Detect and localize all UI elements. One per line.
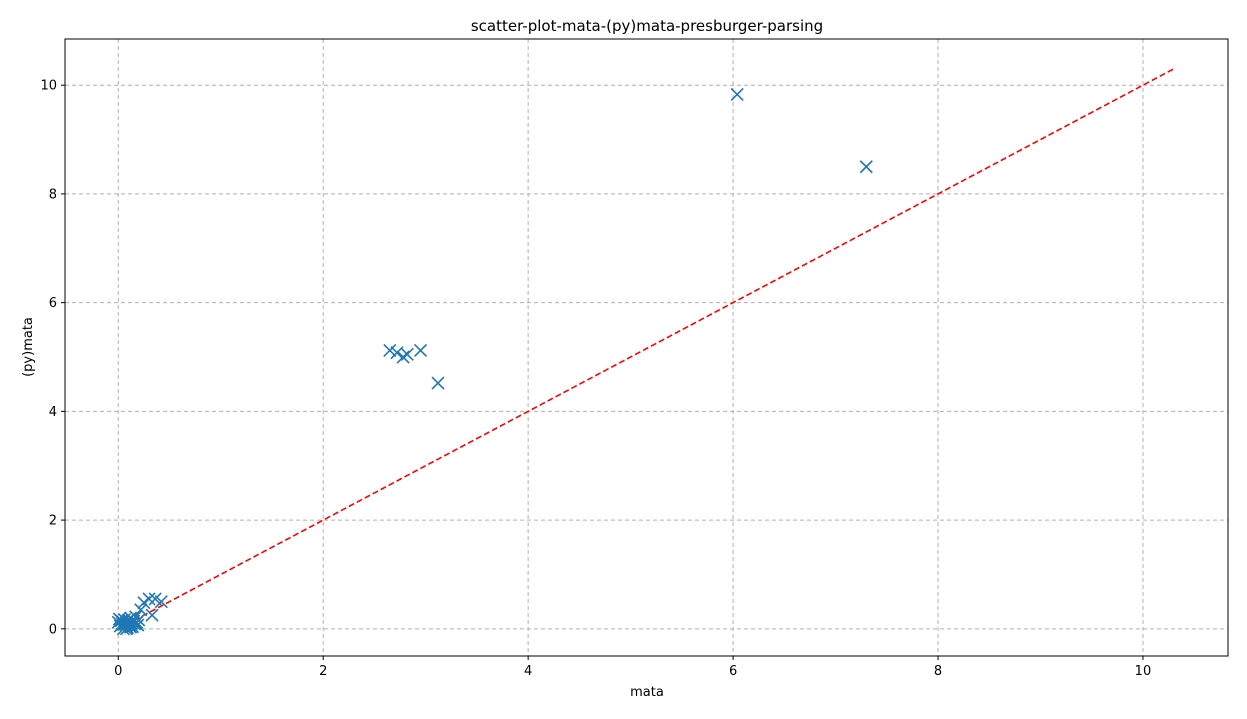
- y-tick-label: 8: [49, 187, 57, 202]
- data-point: [730, 87, 744, 102]
- y-tick-label: 6: [49, 296, 57, 311]
- data-point: [396, 350, 410, 364]
- data-point: [859, 160, 873, 174]
- data-point: [431, 376, 445, 390]
- reference-line: [117, 68, 1175, 630]
- data-point: [134, 603, 148, 617]
- y-tick-label: 10: [40, 79, 57, 94]
- axis-ticks: 0 2 4 6 8 10 0 2 4 6 8 10: [40, 79, 1151, 679]
- data-point: [383, 343, 397, 358]
- x-axis-label: mata: [630, 685, 664, 700]
- y-tick-label: 2: [49, 514, 57, 529]
- data-point: [413, 343, 428, 358]
- reference-line-group: [117, 68, 1175, 630]
- data-point: [124, 620, 138, 634]
- data-point: [145, 608, 159, 622]
- x-tick-label: 10: [1135, 664, 1152, 679]
- y-axis-label: (py)mata: [21, 317, 36, 377]
- x-tick-label: 4: [524, 664, 532, 679]
- data-point: [400, 347, 414, 361]
- x-tick-label: 0: [114, 664, 122, 679]
- data-point: [154, 595, 168, 609]
- grid: [65, 39, 1228, 656]
- x-tick-label: 2: [319, 664, 327, 679]
- data-points: [111, 87, 873, 636]
- data-point: [116, 617, 130, 632]
- x-tick-label: 6: [729, 664, 737, 679]
- plot-frame: [64, 38, 1229, 657]
- y-tick-label: 0: [49, 622, 57, 637]
- x-tick-label: 8: [934, 664, 942, 679]
- y-tick-label: 4: [49, 405, 57, 420]
- data-point: [142, 592, 156, 606]
- data-point: [131, 618, 145, 632]
- chart-title: scatter-plot-mata-(py)mata-presburger-pa…: [471, 17, 823, 35]
